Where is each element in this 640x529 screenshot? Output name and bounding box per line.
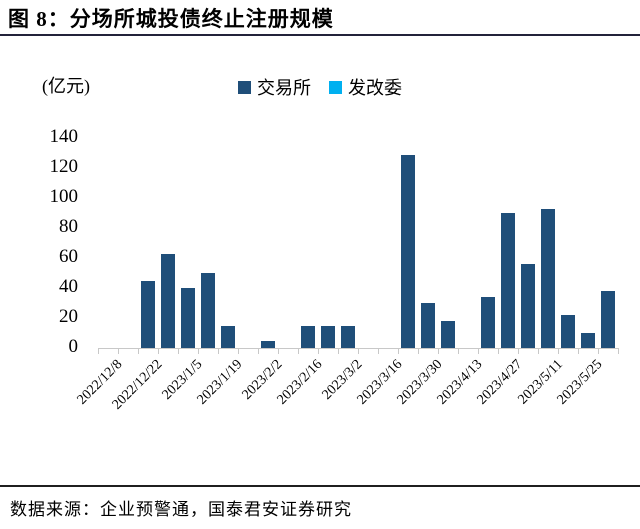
- bar: [521, 264, 535, 348]
- x-axis-tickmark: [558, 349, 559, 354]
- x-axis-tickmark: [618, 349, 619, 354]
- bar: [341, 325, 355, 348]
- bar: [601, 291, 615, 348]
- x-axis-tickmark: [218, 349, 219, 354]
- x-axis-tickmark: [458, 349, 459, 354]
- legend-swatch-ndrc-icon: [329, 80, 342, 94]
- bar: [161, 253, 175, 348]
- bar: [221, 325, 235, 348]
- bar: [141, 280, 155, 348]
- x-axis-tickmark: [258, 349, 259, 354]
- bar: [501, 213, 515, 348]
- x-axis-tickmark: [398, 349, 399, 354]
- x-axis-tickmark: [98, 349, 99, 354]
- x-axis-tickmark: [438, 349, 439, 354]
- y-axis-tick-label: 100: [49, 186, 79, 207]
- x-axis-tickmark: [498, 349, 499, 354]
- x-axis-tickmark: [538, 349, 539, 354]
- bar: [261, 340, 275, 348]
- x-axis-tickmark: [278, 349, 279, 354]
- x-axis-tickmark: [478, 349, 479, 354]
- x-axis-tickmark: [198, 349, 199, 354]
- legend-label-ndrc: 发改委: [348, 78, 402, 98]
- bar: [561, 315, 575, 348]
- chart-legend: 交易所 发改委: [0, 74, 640, 100]
- title-divider: [0, 34, 640, 36]
- legend-item-exchange: 交易所: [238, 74, 311, 100]
- x-axis-tickmark: [238, 349, 239, 354]
- x-axis-tickmark: [318, 349, 319, 354]
- y-axis-tick-label: 60: [59, 246, 78, 267]
- bar: [401, 154, 415, 348]
- source-note: 数据来源：企业预警通，国泰君安证券研究: [10, 500, 352, 519]
- y-axis-tick-label: 0: [68, 336, 79, 357]
- y-axis-tick-label: 80: [59, 216, 78, 237]
- bar: [301, 325, 315, 348]
- legend-label-exchange: 交易所: [257, 78, 311, 98]
- figure-title: 图 8：分场所城投债终止注册规模: [8, 7, 334, 31]
- x-axis-tickmark: [378, 349, 379, 354]
- x-axis-line: [98, 348, 619, 349]
- x-axis-tickmark: [358, 349, 359, 354]
- x-axis-tickmark: [598, 349, 599, 354]
- bar: [441, 321, 455, 348]
- y-axis-tick-label: 40: [59, 276, 78, 297]
- legend-item-ndrc: 发改委: [329, 74, 402, 100]
- y-axis-tick-label: 140: [49, 126, 79, 147]
- x-axis-tickmark: [118, 349, 119, 354]
- bar: [541, 208, 555, 348]
- bar: [421, 303, 435, 348]
- bar: [181, 288, 195, 348]
- x-axis-tickmark: [518, 349, 519, 354]
- x-axis-tickmark: [338, 349, 339, 354]
- bar: [201, 273, 215, 348]
- y-axis-tick-label: 20: [59, 306, 78, 327]
- bar: [481, 297, 495, 348]
- x-axis-tickmark: [418, 349, 419, 354]
- legend-swatch-exchange-icon: [238, 80, 251, 94]
- bar: [321, 325, 335, 348]
- x-axis-tickmark: [578, 349, 579, 354]
- x-axis-tickmark: [138, 349, 139, 354]
- y-axis-unit-label: (亿元): [42, 76, 90, 96]
- x-axis-tickmark: [298, 349, 299, 354]
- x-axis-tickmark: [178, 349, 179, 354]
- y-axis-tick-label: 120: [49, 156, 79, 177]
- x-axis-tickmark: [158, 349, 159, 354]
- bar: [581, 333, 595, 348]
- footer-divider: [0, 485, 640, 487]
